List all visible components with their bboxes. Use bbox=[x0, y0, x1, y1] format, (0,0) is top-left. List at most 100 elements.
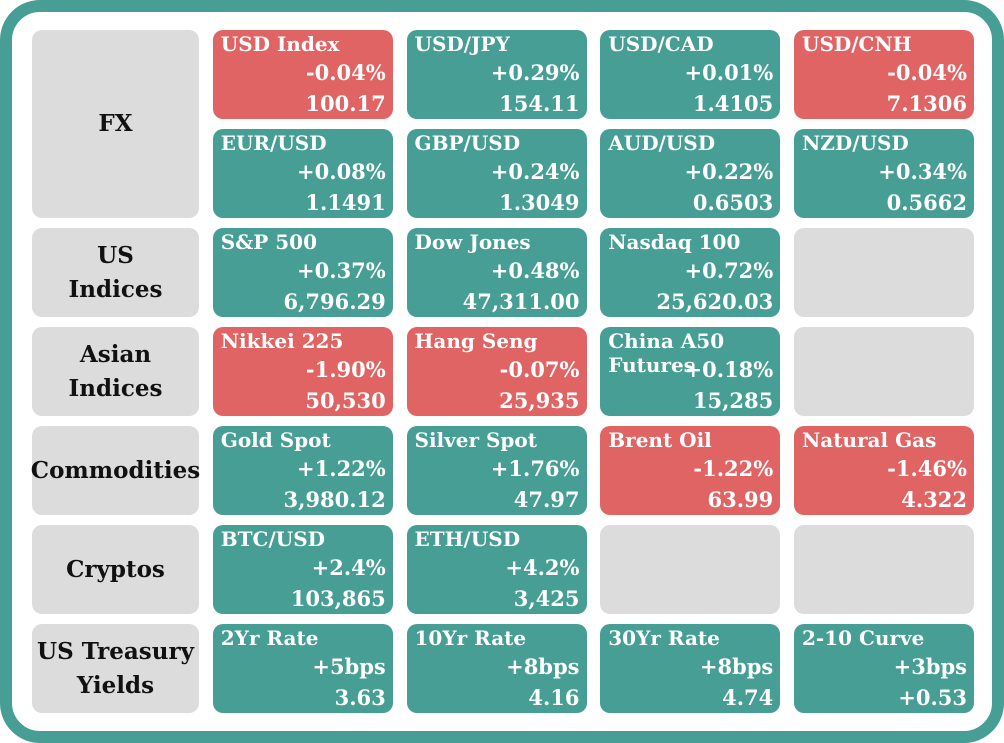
percent-change: +0.18% bbox=[684, 357, 774, 382]
percent-change: +0.34% bbox=[878, 159, 967, 184]
instrument-name: S&P 500 bbox=[220, 230, 317, 254]
tile-nikkei-225: Nikkei 225 -1.90% 50,530 bbox=[212, 327, 393, 416]
price-value: 3,425 bbox=[513, 586, 580, 611]
tile-30yr-rate: 30Yr Rate +8bps 4.74 bbox=[600, 624, 781, 713]
tile-nzd-usd: NZD/USD +0.34% 0.5662 bbox=[794, 129, 974, 218]
percent-change: +5bps bbox=[312, 654, 386, 679]
tile-dow-jones: Dow Jones +0.48% 47,311.00 bbox=[406, 228, 587, 317]
category-us-treasury-yields: US Treasury Yields bbox=[32, 624, 199, 713]
instrument-name: Nikkei 225 bbox=[220, 329, 344, 353]
percent-change: +8bps bbox=[699, 654, 774, 679]
empty-tile bbox=[794, 327, 974, 416]
market-grid: FX USD Index -0.04% 100.17 USD/JPY +0.29% 154.… bbox=[31, 30, 974, 713]
percent-change: +0.08% bbox=[297, 159, 386, 184]
instrument-name: Nasdaq 100 bbox=[608, 230, 741, 254]
empty-tile bbox=[794, 525, 974, 614]
percent-change: +0.37% bbox=[297, 258, 386, 283]
tile-btc-usd: BTC/USD +2.4% 103,865 bbox=[212, 525, 393, 614]
percent-change: +0.29% bbox=[490, 60, 580, 85]
percent-change: +0.24% bbox=[490, 159, 580, 184]
percent-change: -0.04% bbox=[305, 60, 386, 85]
instrument-name: BTC/USD bbox=[220, 527, 325, 551]
tile-silver-spot: Silver Spot +1.76% 47.97 bbox=[406, 426, 587, 515]
tile-natural-gas: Natural Gas -1.46% 4.322 bbox=[794, 426, 974, 515]
instrument-name: 30Yr Rate bbox=[608, 626, 720, 650]
instrument-name: China A50 Futures bbox=[608, 329, 725, 377]
tile-usd-jpy: USD/JPY +0.29% 154.11 bbox=[406, 30, 587, 119]
percent-change: +4.2% bbox=[505, 555, 580, 580]
instrument-name: Silver Spot bbox=[414, 428, 538, 452]
price-value: 1.3049 bbox=[499, 190, 580, 215]
price-value: 1.1491 bbox=[305, 190, 386, 215]
tile-eur-usd: EUR/USD +0.08% 1.1491 bbox=[212, 129, 393, 218]
tile-usd-cad: USD/CAD +0.01% 1.4105 bbox=[600, 30, 781, 119]
percent-change: -0.04% bbox=[887, 60, 967, 85]
percent-change: +2.4% bbox=[311, 555, 386, 580]
price-value: 25,620.03 bbox=[656, 289, 774, 314]
percent-change: -1.90% bbox=[305, 357, 386, 382]
price-value: 3,980.12 bbox=[283, 487, 386, 512]
tile-10yr-rate: 10Yr Rate +8bps 4.16 bbox=[406, 624, 587, 713]
instrument-name: 10Yr Rate bbox=[414, 626, 527, 650]
tile-china-a50-futures: China A50 Futures +0.18% 15,285 bbox=[600, 327, 781, 416]
price-value: 6,796.29 bbox=[283, 289, 386, 314]
instrument-name: Brent Oil bbox=[608, 428, 712, 452]
tile-usd-index: USD Index -0.04% 100.17 bbox=[212, 30, 393, 119]
instrument-name: AUD/USD bbox=[608, 131, 716, 155]
tile-aud-usd: AUD/USD +0.22% 0.6503 bbox=[600, 129, 781, 218]
tile-brent-oil: Brent Oil -1.22% 63.99 bbox=[600, 426, 781, 515]
percent-change: +0.72% bbox=[684, 258, 774, 283]
instrument-name: EUR/USD bbox=[220, 131, 327, 155]
instrument-name: Dow Jones bbox=[414, 230, 531, 254]
tile-2-10-curve: 2-10 Curve +3bps +0.53 bbox=[794, 624, 974, 713]
instrument-name: NZD/USD bbox=[802, 131, 909, 155]
price-value: 3.63 bbox=[334, 685, 386, 710]
price-value: 4.16 bbox=[528, 685, 580, 710]
category-cryptos: Cryptos bbox=[32, 525, 199, 614]
price-value: 47.97 bbox=[513, 487, 580, 512]
percent-change: +1.22% bbox=[297, 456, 386, 481]
category-fx: FX bbox=[32, 30, 199, 218]
price-value: 50,530 bbox=[305, 388, 386, 413]
instrument-name: USD Index bbox=[220, 32, 340, 56]
instrument-name: USD/CNH bbox=[802, 32, 912, 56]
price-value: 1.4105 bbox=[692, 91, 774, 116]
instrument-name: ETH/USD bbox=[414, 527, 521, 551]
price-value: 103,865 bbox=[290, 586, 386, 611]
percent-change: +3bps bbox=[893, 654, 967, 679]
empty-tile bbox=[600, 525, 781, 614]
tile-2yr-rate: 2Yr Rate +5bps 3.63 bbox=[212, 624, 393, 713]
tile-s-p-500: S&P 500 +0.37% 6,796.29 bbox=[212, 228, 393, 317]
category-us-indices: US Indices bbox=[32, 228, 199, 317]
instrument-name: USD/CAD bbox=[608, 32, 714, 56]
price-value: 0.6503 bbox=[692, 190, 774, 215]
price-value: 154.11 bbox=[499, 91, 580, 116]
price-value: 0.5662 bbox=[886, 190, 967, 215]
price-value: 100.17 bbox=[305, 91, 386, 116]
instrument-name: Natural Gas bbox=[802, 428, 937, 452]
price-value: 4.322 bbox=[901, 487, 967, 512]
price-value: +0.53 bbox=[898, 685, 967, 710]
price-value: 7.1306 bbox=[886, 91, 967, 116]
tile-usd-cnh: USD/CNH -0.04% 7.1306 bbox=[794, 30, 974, 119]
instrument-name: 2Yr Rate bbox=[220, 626, 319, 650]
tile-hang-seng: Hang Seng -0.07% 25,935 bbox=[406, 327, 587, 416]
price-value: 4.74 bbox=[722, 685, 774, 710]
tile-gbp-usd: GBP/USD +0.24% 1.3049 bbox=[406, 129, 587, 218]
category-commodities: Commodities bbox=[31, 426, 200, 515]
percent-change: +0.22% bbox=[684, 159, 774, 184]
percent-change: -1.22% bbox=[693, 456, 774, 481]
empty-tile bbox=[794, 228, 974, 317]
price-value: 25,935 bbox=[499, 388, 580, 413]
category-asian-indices: Asian Indices bbox=[32, 327, 199, 416]
instrument-name: Gold Spot bbox=[220, 428, 331, 452]
tile-gold-spot: Gold Spot +1.22% 3,980.12 bbox=[212, 426, 393, 515]
percent-change: +8bps bbox=[506, 654, 580, 679]
instrument-name: USD/JPY bbox=[414, 32, 510, 56]
percent-change: +0.01% bbox=[684, 60, 774, 85]
instrument-name: 2-10 Curve bbox=[802, 626, 925, 650]
percent-change: -0.07% bbox=[499, 357, 580, 382]
instrument-name: Hang Seng bbox=[414, 329, 538, 353]
percent-change: -1.46% bbox=[887, 456, 967, 481]
price-value: 47,311.00 bbox=[462, 289, 580, 314]
